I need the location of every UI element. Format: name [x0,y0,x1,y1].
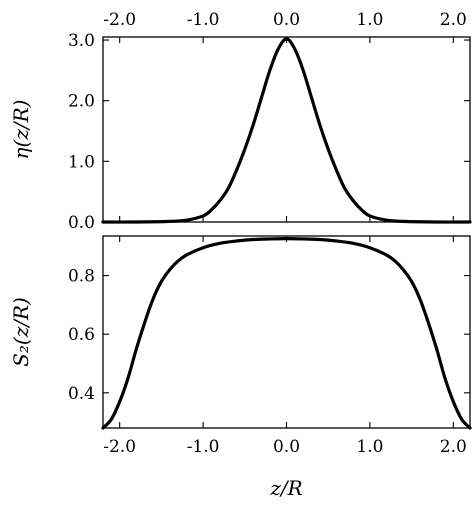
top-xtick-label: 2.0 [440,10,467,30]
bottom-xtick-label: -2.0 [103,437,136,457]
bottom-panel-ylabel: S₂(z/R) [9,297,33,367]
bottom-panel-ticks: -2.0 -1.0 0.0 1.0 2.0 0.4 0.6 0.8 [68,236,470,457]
top-xtick-label: -2.0 [103,10,136,30]
bottom-ytick-label: 0.8 [68,267,95,287]
top-series-line [101,37,472,224]
top-ytick-label: 0.0 [68,213,95,233]
bottom-panel-xlabel: z/R [269,476,302,500]
top-panel: -2.0 -1.0 0.0 1.0 2.0 0.0 1.0 2.0 3.0 η(z/R) [9,10,472,233]
top-panel-ylabel: η(z/R) [9,100,33,160]
top-ytick-label: 1.0 [68,152,95,172]
bottom-xtick-label: -1.0 [187,437,220,457]
bottom-series-line [101,237,472,430]
top-ytick-label: 2.0 [68,92,95,112]
top-panel-series [101,37,472,224]
top-xtick-label: -1.0 [187,10,220,30]
top-xtick-label: 0.0 [273,10,300,30]
bottom-panel-series [101,237,472,430]
top-panel-ticks: -2.0 -1.0 0.0 1.0 2.0 0.0 1.0 2.0 3.0 [68,10,470,233]
bottom-ytick-label: 0.4 [68,384,95,404]
top-ytick-label: 3.0 [68,31,95,51]
top-panel-frame [102,36,471,223]
bottom-panel: -2.0 -1.0 0.0 1.0 2.0 0.4 0.6 0.8 S₂(z/R) z/R [9,235,472,500]
bottom-xtick-label: 0.0 [273,437,300,457]
bottom-ytick-label: 0.6 [68,325,95,345]
bottom-xtick-label: 1.0 [356,437,383,457]
bottom-xtick-label: 2.0 [440,437,467,457]
top-xtick-label: 1.0 [356,10,383,30]
bottom-panel-frame [102,235,471,429]
